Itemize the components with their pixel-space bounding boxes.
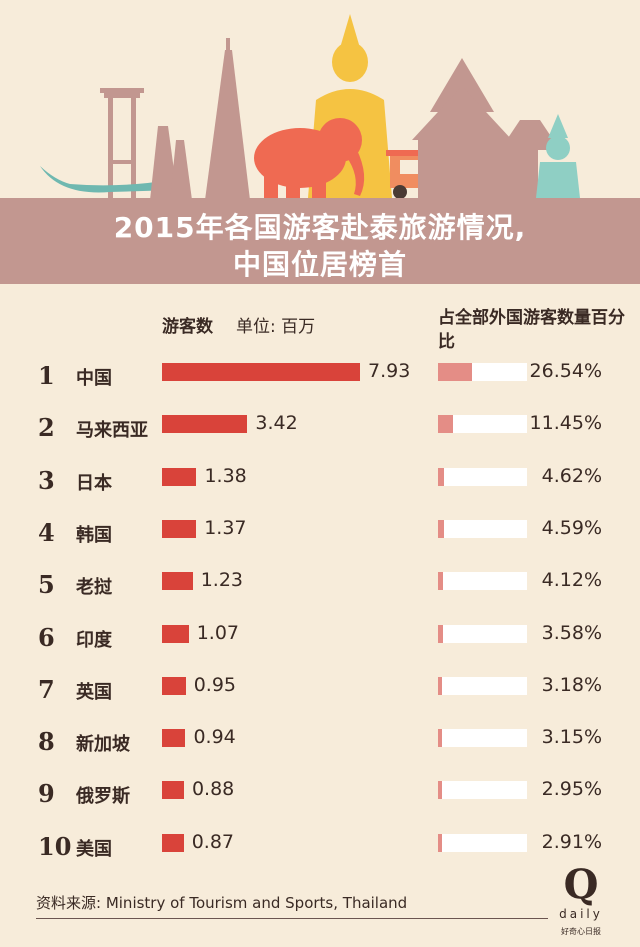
elephant-icon	[254, 118, 365, 200]
share-column-label: 占全部外国游客数量百分比	[438, 308, 625, 352]
share-bar	[438, 572, 444, 591]
share-track	[438, 624, 527, 643]
share-value-label: 4.62%	[541, 464, 602, 487]
thai-landmarks-illustration	[40, 14, 580, 200]
visitor-value-label: 1.37	[204, 516, 247, 539]
logo-sub: 好奇心日报	[561, 926, 601, 936]
visitor-value-label: 1.07	[196, 621, 240, 644]
share-bar	[438, 519, 444, 538]
count-column-label: 游客数	[162, 317, 213, 337]
share-bar	[438, 363, 473, 381]
share-bar	[438, 467, 444, 486]
table-row: 2 马来西亚 3.42 11.45%	[0, 409, 640, 449]
title-band	[0, 198, 640, 284]
visitor-value-label: 7.93	[368, 360, 411, 382]
country-label: 新加坡	[76, 734, 130, 756]
visitor-value-label: 1.23	[200, 569, 244, 592]
share-bar	[438, 624, 443, 643]
table-row: 10 美国 0.87 2.91%	[0, 828, 640, 868]
share-value-label: 2.95%	[541, 778, 602, 801]
rank-number: 2	[38, 413, 55, 443]
table-row: 1 中国 7.93 26.54%	[0, 357, 640, 397]
visitor-value-label: 0.88	[191, 778, 235, 801]
temple-icon	[412, 58, 560, 198]
share-bar	[438, 415, 453, 434]
footer-divider	[36, 918, 548, 919]
logo-letter: Q	[564, 862, 599, 908]
rank-number: 10	[38, 831, 72, 861]
visitor-bar	[162, 781, 184, 800]
country-label: 英国	[76, 681, 112, 703]
share-value-label: 11.45%	[529, 412, 602, 435]
share-track	[438, 415, 527, 434]
table-row: 9 俄罗斯 0.88 2.95%	[0, 775, 640, 815]
rank-number: 7	[38, 674, 55, 704]
visitor-bar	[162, 676, 186, 695]
country-label: 印度	[76, 629, 112, 651]
country-label: 俄罗斯	[76, 786, 130, 808]
share-value-label: 2.91%	[541, 830, 602, 853]
visitor-bar	[162, 729, 186, 748]
share-value-label: 3.15%	[541, 726, 602, 749]
share-track	[438, 833, 527, 852]
rank-number: 4	[38, 517, 55, 547]
unit-label: 单位: 百万	[236, 317, 316, 337]
royal-barge-icon	[40, 166, 183, 193]
country-label: 中国	[76, 368, 112, 389]
chart-title: 2015年各国游客赴泰旅游情况,	[113, 211, 527, 244]
visitor-bar	[162, 467, 197, 486]
share-bar	[438, 676, 443, 695]
table-row: 3 日本 1.38 4.62%	[0, 462, 640, 502]
share-value-label: 26.54%	[529, 360, 602, 382]
rank-number: 1	[38, 361, 55, 390]
rank-number: 3	[38, 465, 55, 495]
chart-subtitle: 中国位居榜首	[232, 248, 407, 281]
table-row: 5 老挝 1.23 4.12%	[0, 566, 640, 606]
share-track	[438, 676, 527, 695]
visitor-bar	[162, 833, 184, 852]
country-label: 韩国	[76, 524, 112, 546]
visitor-value-label: 0.94	[193, 726, 236, 749]
visitor-value-label: 3.42	[255, 412, 298, 435]
share-value-label: 3.18%	[541, 673, 602, 696]
visitor-bar	[162, 519, 197, 538]
country-label: 老挝	[76, 577, 112, 599]
rank-number: 5	[38, 570, 55, 600]
logo-word: daily	[559, 907, 603, 921]
rank-number: 8	[38, 727, 55, 757]
table-row: 4 韩国 1.37 4.59%	[0, 514, 640, 554]
guardian-statue-icon	[536, 114, 580, 198]
visitor-bar	[162, 363, 360, 381]
visitor-value-label: 1.38	[204, 464, 247, 487]
visitor-bar	[162, 624, 189, 643]
share-bar	[438, 729, 443, 748]
rank-number: 9	[38, 779, 55, 809]
source-note: 资料来源: Ministry of Tourism and Sports, Th…	[36, 894, 408, 912]
table-row: 8 新加坡 0.94 3.15%	[0, 723, 640, 763]
country-label: 美国	[76, 838, 112, 860]
share-bar	[438, 833, 442, 852]
share-value-label: 4.12%	[541, 569, 602, 592]
share-track	[438, 781, 527, 800]
country-label: 马来西亚	[76, 420, 148, 442]
share-track	[438, 572, 527, 591]
table-row: 7 英国 0.95 3.18%	[0, 671, 640, 711]
share-track	[438, 519, 527, 538]
share-track	[438, 467, 527, 486]
visitor-value-label: 0.87	[191, 830, 235, 853]
share-bar	[438, 781, 442, 800]
visitor-bar	[162, 572, 193, 591]
share-value-label: 3.58%	[541, 621, 602, 644]
giant-swing-icon	[100, 88, 144, 198]
wat-arun-icon	[150, 38, 250, 200]
table-row: 6 印度 1.07 3.58%	[0, 619, 640, 659]
rank-number: 6	[38, 622, 55, 652]
country-label: 日本	[76, 472, 112, 494]
share-track	[438, 729, 527, 748]
share-value-label: 4.59%	[541, 516, 602, 539]
visitor-value-label: 0.95	[193, 673, 237, 696]
qdaily-logo: Q daily 好奇心日报	[559, 862, 603, 936]
visitor-bar	[162, 415, 248, 434]
